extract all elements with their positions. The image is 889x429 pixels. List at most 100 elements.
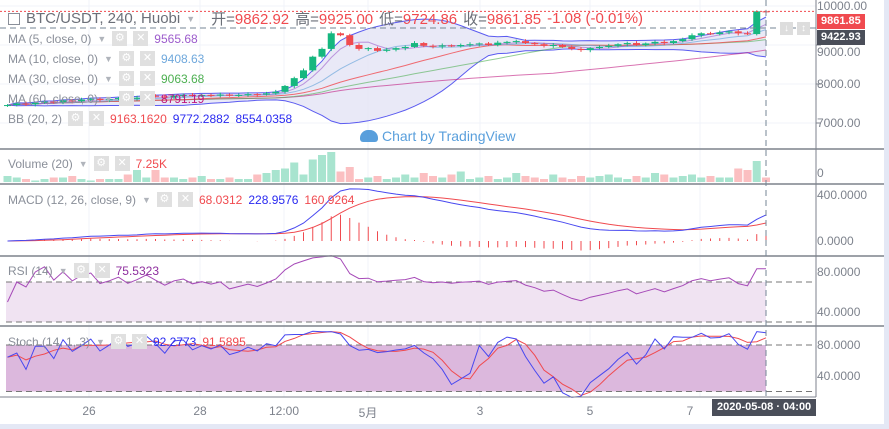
candle-down bbox=[253, 94, 261, 96]
rsi-value: 75.5323 bbox=[115, 263, 159, 278]
volume-bar bbox=[355, 179, 363, 182]
ma10-legend: MA (10, close, 0) ▼ ⚙ ✕ 9408.63 bbox=[8, 51, 204, 66]
close-icon[interactable]: ✕ bbox=[177, 192, 193, 207]
candle-down bbox=[744, 33, 751, 35]
rsi-label[interactable]: RSI (14) bbox=[8, 263, 53, 278]
volume-bar bbox=[614, 177, 622, 182]
gear-icon[interactable]: ⚙ bbox=[68, 111, 84, 126]
volume-bar bbox=[623, 179, 632, 182]
chevron-down-icon[interactable]: ▼ bbox=[104, 93, 113, 104]
close-icon[interactable]: ✕ bbox=[139, 91, 155, 106]
volume-bar bbox=[271, 170, 280, 182]
chevron-down-icon[interactable]: ▼ bbox=[186, 13, 196, 24]
candle-up bbox=[31, 102, 39, 105]
gear-icon[interactable]: ⚙ bbox=[112, 31, 128, 46]
bb-label[interactable]: BB (20, 2) bbox=[8, 111, 63, 126]
candle-down bbox=[346, 35, 354, 45]
candle-down bbox=[50, 101, 58, 103]
macd-label[interactable]: MACD (12, 26, close, 9) bbox=[8, 192, 137, 207]
scale-down-icon[interactable]: ↓ bbox=[780, 22, 793, 35]
collapse-icon[interactable] bbox=[8, 12, 20, 25]
candle-up bbox=[697, 33, 705, 36]
volume-bar bbox=[105, 179, 114, 182]
gear-icon[interactable]: ⚙ bbox=[156, 192, 172, 207]
candle-down bbox=[485, 43, 492, 45]
chevron-down-icon[interactable]: ▼ bbox=[97, 33, 107, 44]
candle-down bbox=[207, 94, 215, 96]
candle-up bbox=[4, 105, 11, 107]
gear-icon[interactable]: ⚙ bbox=[118, 71, 134, 86]
volume-bar bbox=[651, 173, 659, 182]
candle-up bbox=[59, 100, 67, 103]
ma10-label[interactable]: MA (10, close, 0) bbox=[8, 51, 99, 66]
volume-bar bbox=[447, 174, 456, 182]
price-label-9000: 9000.00 bbox=[817, 45, 861, 59]
chevron-down-icon[interactable]: ▼ bbox=[104, 73, 113, 84]
gear-icon[interactable]: ⚙ bbox=[118, 91, 134, 106]
gear-icon[interactable]: ⚙ bbox=[73, 263, 89, 278]
candle-up bbox=[512, 41, 520, 43]
window-border bbox=[0, 424, 889, 429]
candle-down bbox=[531, 43, 539, 45]
volume-bar bbox=[216, 179, 225, 182]
ma60-label[interactable]: MA (60, close, 0) bbox=[8, 91, 99, 106]
volume-bar bbox=[734, 168, 743, 182]
close-icon[interactable]: ✕ bbox=[131, 334, 147, 349]
volume-bar bbox=[22, 179, 30, 182]
candle-down bbox=[568, 46, 576, 49]
close-icon[interactable]: ✕ bbox=[114, 156, 130, 171]
stoch-legend: Stoch (14, 1, 3) ▼ ⚙ ✕ 92.2773 91.5895 bbox=[8, 334, 246, 349]
candle-down bbox=[22, 103, 30, 105]
candle-up bbox=[318, 48, 326, 57]
high-value: 9925.00 bbox=[318, 11, 374, 28]
symbol-title[interactable]: BTC/USDT, 240, Huobi bbox=[26, 10, 181, 27]
volume-bar bbox=[308, 159, 317, 182]
macd-value: 228.9576 bbox=[248, 192, 299, 207]
stoch-label[interactable]: Stoch (14, 1, 3) bbox=[8, 334, 91, 349]
candle-up bbox=[216, 94, 224, 96]
candle-down bbox=[189, 94, 196, 96]
volume-bar bbox=[151, 170, 160, 182]
macd-signal-value: 160.9264 bbox=[304, 192, 355, 207]
candle-down bbox=[660, 41, 668, 44]
chevron-down-icon[interactable]: ▼ bbox=[96, 336, 105, 347]
volume-bar bbox=[382, 179, 391, 182]
symbol-legend: BTC/USDT, 240, Huobi ▼ 开=9862.92 高=9925.0… bbox=[8, 8, 643, 29]
gear-icon[interactable]: ⚙ bbox=[93, 156, 109, 171]
price-label-10000: 10000.00 bbox=[817, 0, 868, 13]
window-border bbox=[884, 0, 889, 429]
candle-up bbox=[642, 43, 650, 45]
gear-icon[interactable]: ⚙ bbox=[118, 51, 134, 66]
candle-up bbox=[179, 94, 187, 96]
close-icon[interactable]: ✕ bbox=[133, 31, 149, 46]
tradingview-watermark[interactable]: Chart by TradingView bbox=[360, 128, 516, 144]
gear-icon[interactable]: ⚙ bbox=[110, 334, 126, 349]
chevron-down-icon[interactable]: ▼ bbox=[104, 53, 113, 64]
chevron-down-icon[interactable]: ▼ bbox=[78, 158, 88, 169]
candle-up bbox=[327, 33, 335, 49]
rsi-line bbox=[7, 255, 767, 303]
volume-value: 7.25K bbox=[135, 156, 167, 171]
volume-bar bbox=[197, 176, 206, 182]
volume-label[interactable]: Volume (20) bbox=[8, 156, 73, 171]
time-label: 28 bbox=[193, 404, 207, 418]
ma30-label[interactable]: MA (30, close, 0) bbox=[8, 71, 99, 86]
close-icon[interactable]: ✕ bbox=[94, 263, 110, 278]
high-label: 高= bbox=[295, 11, 319, 28]
close-icon[interactable]: ✕ bbox=[139, 51, 155, 66]
candle-up bbox=[586, 48, 594, 51]
scale-fit-icon[interactable]: ↕ bbox=[797, 22, 810, 35]
time-label: 7 bbox=[686, 404, 694, 418]
chevron-down-icon[interactable]: ▼ bbox=[142, 194, 151, 205]
volume-bar bbox=[669, 177, 678, 182]
volume-bar bbox=[549, 174, 558, 182]
close-icon[interactable]: ✕ bbox=[139, 71, 155, 86]
chevron-down-icon[interactable]: ▼ bbox=[58, 265, 68, 276]
volume-bar bbox=[49, 177, 58, 182]
volume-bar bbox=[253, 174, 262, 182]
ma5-label[interactable]: MA (5, close, 0) bbox=[8, 31, 92, 46]
candle-down bbox=[355, 45, 363, 49]
close-icon[interactable]: ✕ bbox=[89, 111, 105, 126]
volume-bar bbox=[68, 176, 77, 182]
